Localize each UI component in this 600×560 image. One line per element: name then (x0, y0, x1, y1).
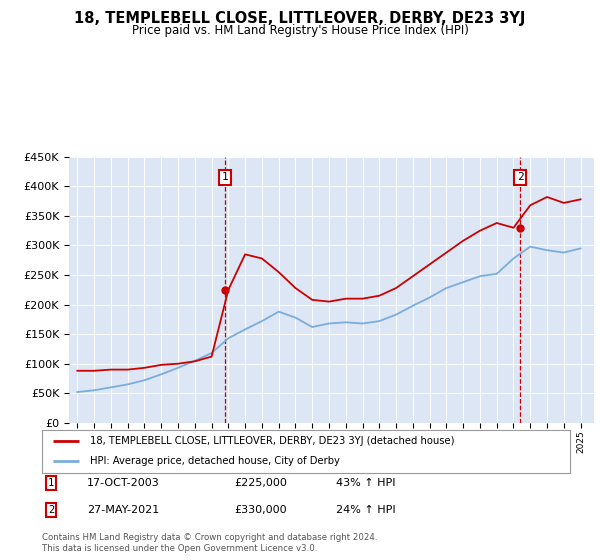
Text: £225,000: £225,000 (234, 478, 287, 488)
Text: 1: 1 (221, 172, 229, 183)
Text: 2: 2 (48, 505, 54, 515)
Text: 18, TEMPLEBELL CLOSE, LITTLEOVER, DERBY, DE23 3YJ (detached house): 18, TEMPLEBELL CLOSE, LITTLEOVER, DERBY,… (89, 436, 454, 446)
Text: 24% ↑ HPI: 24% ↑ HPI (336, 505, 395, 515)
Text: Contains HM Land Registry data © Crown copyright and database right 2024.
This d: Contains HM Land Registry data © Crown c… (42, 533, 377, 553)
Text: 27-MAY-2021: 27-MAY-2021 (87, 505, 159, 515)
Text: 1: 1 (48, 478, 54, 488)
Text: HPI: Average price, detached house, City of Derby: HPI: Average price, detached house, City… (89, 456, 340, 466)
Text: 18, TEMPLEBELL CLOSE, LITTLEOVER, DERBY, DE23 3YJ: 18, TEMPLEBELL CLOSE, LITTLEOVER, DERBY,… (74, 11, 526, 26)
Text: Price paid vs. HM Land Registry's House Price Index (HPI): Price paid vs. HM Land Registry's House … (131, 24, 469, 36)
Text: 2: 2 (517, 172, 524, 183)
Text: 43% ↑ HPI: 43% ↑ HPI (336, 478, 395, 488)
Text: £330,000: £330,000 (234, 505, 287, 515)
Text: 17-OCT-2003: 17-OCT-2003 (87, 478, 160, 488)
